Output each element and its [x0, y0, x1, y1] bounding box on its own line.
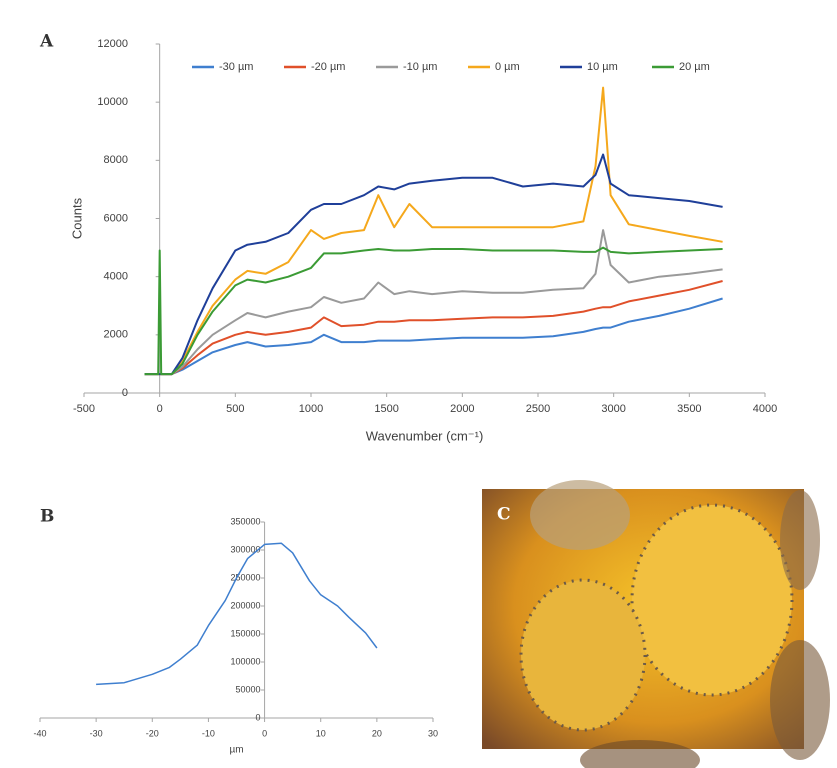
x-tick-label: 3000 — [601, 403, 625, 415]
x-tick-label: 2000 — [450, 403, 474, 415]
x-tick-label: 1500 — [374, 403, 398, 415]
panel-label: C — [497, 505, 511, 525]
x-tick-label: 2500 — [526, 403, 550, 415]
legend-label: -20 µm — [311, 61, 345, 73]
series-line — [144, 246, 723, 376]
x-tick-label: 30 — [428, 728, 438, 738]
y-tick-label: 100000 — [231, 656, 261, 666]
y-tick-label: 10000 — [97, 96, 128, 108]
y-tick-label: 8000 — [104, 154, 128, 166]
panel-label: A — [39, 32, 54, 52]
legend-label: 20 µm — [679, 61, 710, 73]
series-line — [144, 153, 723, 376]
x-tick-label: 0 — [262, 728, 267, 738]
x-tick-label: 1000 — [299, 403, 323, 415]
y-tick-label: 300000 — [231, 544, 261, 554]
legend-label: -30 µm — [219, 61, 253, 73]
x-tick-label: -10 — [202, 728, 215, 738]
x-tick-label: 4000 — [753, 403, 777, 415]
x-tick-label: 20 — [372, 728, 382, 738]
legend-label: 10 µm — [587, 61, 618, 73]
photo: C — [482, 480, 830, 768]
x-tick-label: -20 — [146, 728, 159, 738]
y-tick-label: 0 — [122, 387, 128, 399]
x-tick-label: -500 — [73, 403, 95, 415]
y-tick-label: 250000 — [231, 572, 261, 582]
y-tick-label: 0 — [256, 712, 261, 722]
y-tick-label: 150000 — [231, 628, 261, 638]
y-tick-label: 200000 — [231, 600, 261, 610]
panel-label: B — [40, 507, 54, 527]
y-tick-label: 350000 — [231, 516, 261, 526]
x-tick-label: -30 — [90, 728, 103, 738]
x-tick-label: 500 — [226, 403, 244, 415]
y-axis-label: Counts — [69, 197, 84, 239]
x-tick-label: -40 — [33, 728, 46, 738]
x-axis-label: µm — [229, 745, 243, 756]
x-tick-label: 0 — [157, 403, 163, 415]
y-tick-label: 6000 — [104, 212, 128, 224]
series-line — [96, 542, 378, 686]
y-tick-label: 50000 — [236, 684, 261, 694]
y-tick-label: 2000 — [104, 329, 128, 341]
series-line — [144, 280, 723, 376]
series-line — [144, 297, 723, 376]
series-line — [144, 86, 723, 376]
y-tick-label: 4000 — [104, 271, 128, 283]
legend-label: -10 µm — [403, 61, 437, 73]
x-tick-label: 10 — [316, 728, 326, 738]
x-axis-label: Wavenumber (cm⁻¹) — [366, 428, 484, 443]
series-line — [144, 229, 723, 376]
y-tick-label: 12000 — [97, 38, 128, 50]
x-tick-label: 3500 — [677, 403, 701, 415]
legend-label: 0 µm — [495, 61, 520, 73]
